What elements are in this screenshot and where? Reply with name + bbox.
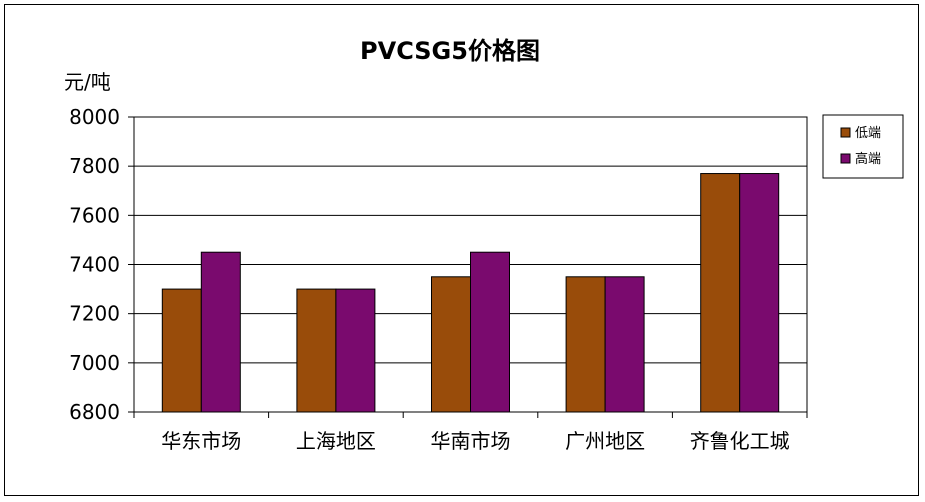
legend-swatch xyxy=(840,127,851,138)
legend-label: 低端 xyxy=(855,126,881,141)
bar-high xyxy=(739,173,780,413)
legend-swatch xyxy=(840,153,851,164)
x-category-label: 华东市场 xyxy=(161,429,241,453)
bar-low xyxy=(565,276,606,413)
y-tick-label: 7600 xyxy=(69,203,120,227)
bar-high xyxy=(470,251,510,413)
x-category-label: 广州地区 xyxy=(565,429,645,453)
x-category-label: 华南市场 xyxy=(431,429,511,453)
y-axis-unit-label: 元/吨 xyxy=(64,70,111,94)
x-category-label: 上海地区 xyxy=(296,429,376,453)
bar-low xyxy=(700,173,741,413)
y-axis-ticks: 6800 7000 7200 7400 7600 7800 8000 xyxy=(69,105,134,424)
legend-label: 高端 xyxy=(855,151,881,167)
bar-low xyxy=(296,288,337,413)
x-category-label: 齐鲁化工城 xyxy=(690,429,790,453)
legend-box xyxy=(822,114,904,179)
y-tick-label: 6800 xyxy=(69,400,120,424)
x-axis xyxy=(133,411,808,418)
y-tick-label: 7800 xyxy=(69,154,120,178)
bar-low xyxy=(161,288,202,413)
y-tick-label: 7400 xyxy=(69,253,120,277)
chart-title: PVCSG5价格图 xyxy=(360,37,540,65)
y-tick-label: 7000 xyxy=(69,351,120,375)
bar-high xyxy=(335,288,376,413)
bar-high xyxy=(604,276,645,413)
y-tick-label: 8000 xyxy=(69,105,120,129)
bar-high xyxy=(200,251,241,413)
x-axis-category-labels: 华东市场 上海地区 华南市场 广州地区 齐鲁化工城 xyxy=(161,429,789,453)
y-tick-label: 7200 xyxy=(69,302,120,326)
bar-low xyxy=(431,276,471,413)
bars xyxy=(161,173,780,413)
